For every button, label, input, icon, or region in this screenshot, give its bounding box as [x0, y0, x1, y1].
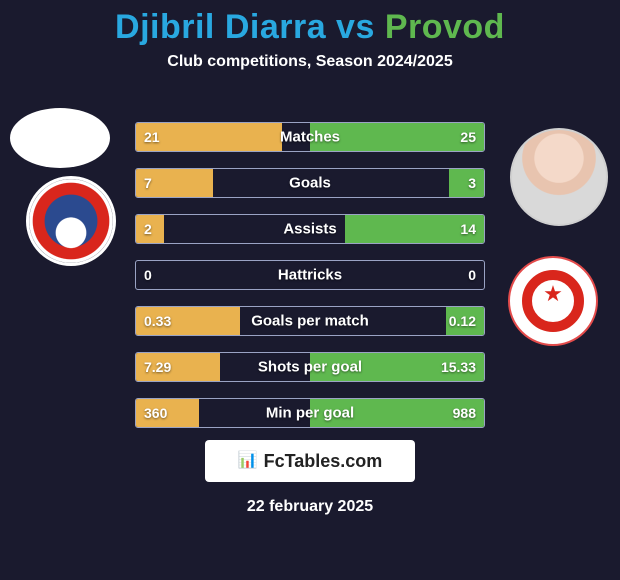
stat-row: 2 14 Assists — [135, 214, 485, 244]
stat-row: 7 3 Goals — [135, 168, 485, 198]
stat-value-left: 0 — [144, 267, 152, 283]
stat-value-left: 21 — [144, 129, 160, 145]
stat-label: Goals per match — [251, 313, 369, 330]
stat-value-right: 988 — [453, 405, 476, 421]
stat-label: Shots per goal — [258, 359, 362, 376]
stats-area: 2125Matches73Goals214Assists00Hattricks0… — [135, 122, 485, 444]
player2-club-badge — [508, 256, 598, 346]
stat-label: Hattricks — [278, 267, 342, 284]
stat-value-right: 14 — [460, 221, 476, 237]
stat-value-left: 0.33 — [144, 313, 171, 329]
stat-value-right: 3 — [468, 175, 476, 191]
player1-name: Djibril Diarra — [115, 8, 326, 46]
stat-row: 21 25 Matches — [135, 122, 485, 152]
stat-value-right: 25 — [460, 129, 476, 145]
stat-value-right: 0 — [468, 267, 476, 283]
watermark: 📊 FcTables.com — [205, 440, 415, 482]
stat-row: 7.29 15.33 Shots per goal — [135, 352, 485, 382]
stat-value-left: 2 — [144, 221, 152, 237]
stat-label: Min per goal — [266, 405, 354, 422]
subtitle: Club competitions, Season 2024/2025 — [0, 53, 620, 71]
stat-row: 0.33 0.12 Goals per match — [135, 306, 485, 336]
stat-value-left: 360 — [144, 405, 167, 421]
stat-value-right: 15.33 — [441, 359, 476, 375]
player2-name: Provod — [385, 8, 505, 46]
stat-label: Assists — [283, 221, 336, 238]
stat-row: 0 0 Hattricks — [135, 260, 485, 290]
date-label: 22 february 2025 — [247, 498, 373, 516]
stat-label: Matches — [280, 129, 340, 146]
player1-avatar — [10, 108, 110, 168]
stat-value-left: 7 — [144, 175, 152, 191]
title-vs: vs — [326, 8, 385, 46]
chart-icon: 📊 — [238, 450, 258, 470]
player1-club-badge — [26, 176, 116, 266]
stat-bar-right — [449, 169, 484, 197]
stat-value-left: 7.29 — [144, 359, 171, 375]
stat-label: Goals — [289, 175, 331, 192]
stat-value-right: 0.12 — [449, 313, 476, 329]
player2-avatar — [510, 128, 608, 226]
page-title: Djibril Diarra vs Provod — [0, 0, 620, 47]
watermark-text: FcTables.com — [264, 451, 383, 472]
stat-row: 360 988 Min per goal — [135, 398, 485, 428]
